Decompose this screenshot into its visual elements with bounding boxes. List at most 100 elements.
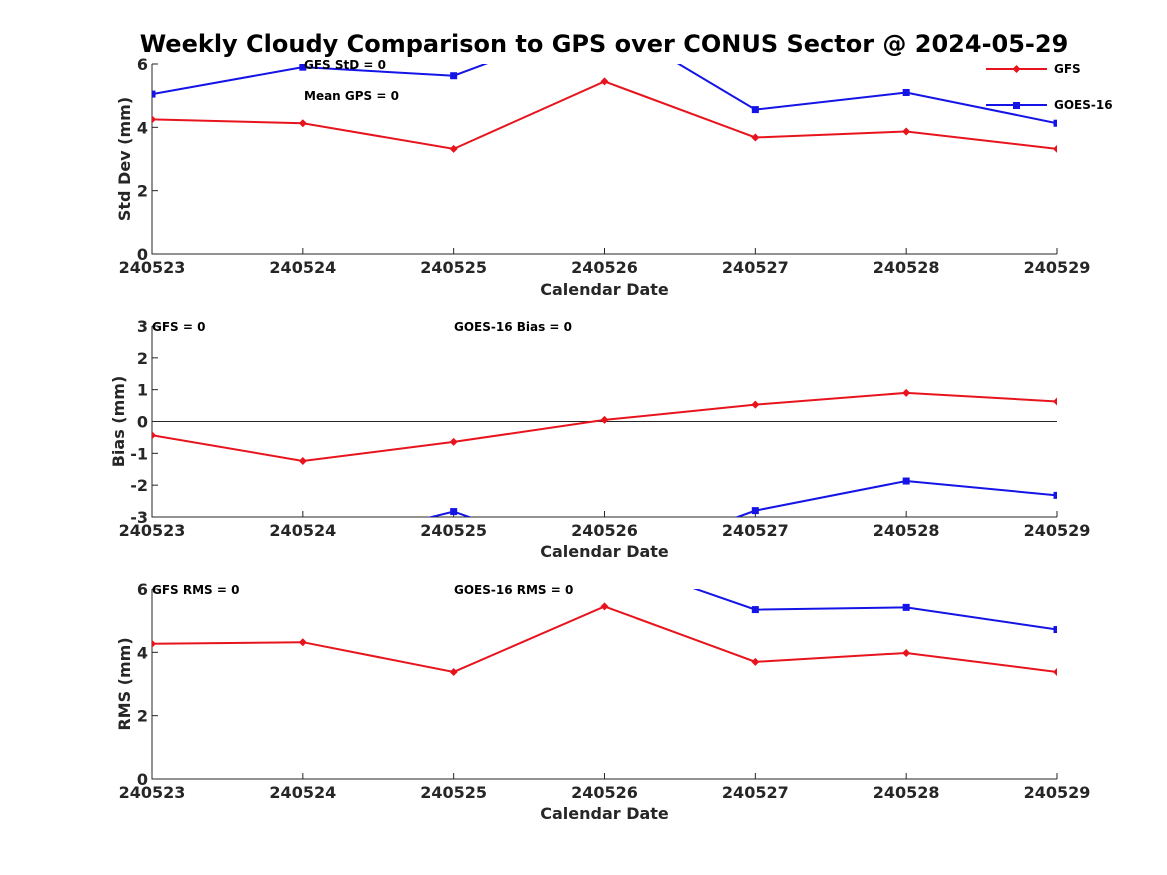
std-goes16-point: [751, 106, 759, 114]
bias-gfs-line: [152, 391, 1057, 462]
bias-ytick-label: -3: [130, 508, 148, 527]
rms-annotation: GFS RMS = 0: [152, 583, 239, 597]
rms-ylabel: RMS (mm): [115, 637, 134, 730]
rms-xtick-label: 240526: [571, 783, 638, 802]
bias-xtick-label: 240523: [119, 521, 186, 540]
bias-ytick-label: 3: [137, 317, 148, 336]
bias-xtick-label: 240524: [269, 521, 336, 540]
std-xtick-label: 240528: [873, 258, 940, 277]
std-ytick-label: 2: [137, 182, 148, 201]
std-goes16-point: [902, 89, 910, 96]
std-goes16-point: [152, 90, 156, 98]
std-gfs-point: [600, 77, 609, 86]
std-xtick-label: 240529: [1024, 258, 1091, 277]
rms-gfs-point: [298, 638, 307, 647]
rms-goes16-point: [902, 603, 910, 611]
std-xtick-label: 240525: [420, 258, 487, 277]
rms-gfs-point: [902, 648, 911, 657]
bias-ytick-label: 0: [137, 413, 148, 432]
bias-ytick-label: 2: [137, 349, 148, 368]
bias-goes16-point: [1053, 491, 1057, 499]
bias-goes16-point: [601, 561, 608, 568]
std-gfs-point: [449, 144, 458, 153]
std-ytick-label: 4: [137, 118, 148, 137]
bias-goes16-point: [299, 545, 306, 552]
bias-gfs-point: [751, 400, 760, 409]
std-xtick-label: 240524: [269, 258, 336, 277]
bias-goes16-point: [751, 507, 759, 515]
bias-xtick-label: 240528: [873, 521, 940, 540]
bias-gfs-point: [902, 388, 911, 397]
std-gfs-point: [751, 133, 760, 142]
std-gfs-point: [152, 115, 156, 124]
std-gfs-point: [902, 127, 911, 136]
bias-xlabel: Calendar Date: [540, 542, 669, 561]
bias-ytick-label: 1: [137, 381, 148, 400]
rms-xtick-label: 240523: [119, 783, 186, 802]
bias-gfs-point: [600, 415, 609, 424]
bias-xtick-label: 240525: [420, 521, 487, 540]
subplot-rms: 0 2 4 6 240523 240524 240525 240526 240527 240528…: [115, 580, 1091, 823]
rms-gfs-point: [152, 639, 156, 648]
rms-xtick-label: 240528: [873, 783, 940, 802]
bias-xtick-label: 240526: [571, 521, 638, 540]
rms-goes16-point: [1053, 626, 1057, 634]
std-xtick-label: 240526: [571, 258, 638, 277]
rms-xtick-label: 240527: [722, 783, 789, 802]
std-gfs-point: [1053, 144, 1057, 153]
rms-gfs-point: [600, 602, 609, 611]
bias-xtick-label: 240527: [722, 521, 789, 540]
std-gfs-point: [298, 119, 307, 128]
bias-goes16-point: [450, 508, 458, 516]
std-goes16-point: [1053, 119, 1057, 127]
std-xtick-label: 240523: [119, 258, 186, 277]
rms-xlabel: Calendar Date: [540, 804, 669, 823]
std-ytick-label: 0: [137, 245, 148, 264]
subplot-std: 0 2 4 6 240523 240524 240525 240526 240527 240528…: [115, 16, 1091, 299]
rms-xtick-label: 240529: [1024, 783, 1091, 802]
legend-goes16-marker: [1013, 102, 1020, 109]
bias-gfs-point: [152, 431, 156, 440]
rms-gfs-line: [152, 605, 1057, 674]
std-xtick-label: 240527: [722, 258, 789, 277]
rms-plot-area: [152, 589, 1057, 676]
std-xlabel: Calendar Date: [540, 280, 669, 299]
rms-ytick-label: 0: [137, 770, 148, 789]
std-goes16-point: [299, 64, 307, 71]
subplot-bias: -3 -2 -1 0 1 2 3 240523 240524 240525 240526 240527…: [109, 317, 1091, 568]
bias-ytick-label: -2: [130, 476, 148, 495]
rms-gfs-point: [1053, 667, 1057, 676]
legend: GFS GOES-16: [986, 62, 1113, 112]
rms-ytick-label: 2: [137, 707, 148, 726]
subplots: 0 2 4 6 240523 240524 240525 240526 240527 240528…: [109, 16, 1091, 823]
rms-ytick-label: 6: [137, 580, 148, 599]
bias-gfs-point: [449, 437, 458, 446]
chart-title: Weekly Cloudy Comparison to GPS over CON…: [140, 30, 1069, 58]
std-plot-area: [152, 16, 1057, 153]
std-axes: [151, 64, 1057, 255]
bias-gfs-point: [298, 456, 307, 465]
bias-annotation: GOES-16 Bias = 0: [454, 320, 572, 334]
std-goes16-point: [601, 16, 608, 23]
legend-gfs-label: GFS: [1054, 62, 1081, 76]
rms-xtick-label: 240525: [420, 783, 487, 802]
std-ylabel: Std Dev (mm): [115, 97, 134, 221]
bias-xtick-label: 240529: [1024, 521, 1091, 540]
rms-xtick-label: 240524: [269, 783, 336, 802]
std-goes16-point: [450, 72, 458, 80]
rms-gfs-point: [449, 667, 458, 676]
std-gfs-line: [152, 80, 1057, 150]
bias-ytick-label: -1: [130, 444, 148, 463]
rms-gfs-point: [751, 657, 760, 666]
rms-ytick-label: 4: [137, 643, 148, 662]
std-annotation: Mean GPS = 0: [304, 89, 399, 103]
bias-gfs-point: [1053, 397, 1057, 406]
bias-plot-area: [152, 388, 1057, 568]
legend-gfs-marker: [1012, 65, 1021, 73]
rms-annotation: GOES-16 RMS = 0: [454, 583, 573, 597]
std-ytick-label: 6: [137, 55, 148, 74]
bias-annotation: GFS = 0: [152, 320, 205, 334]
bias-ylabel: Bias (mm): [109, 376, 128, 468]
std-annotation: GFS StD = 0: [304, 58, 386, 72]
